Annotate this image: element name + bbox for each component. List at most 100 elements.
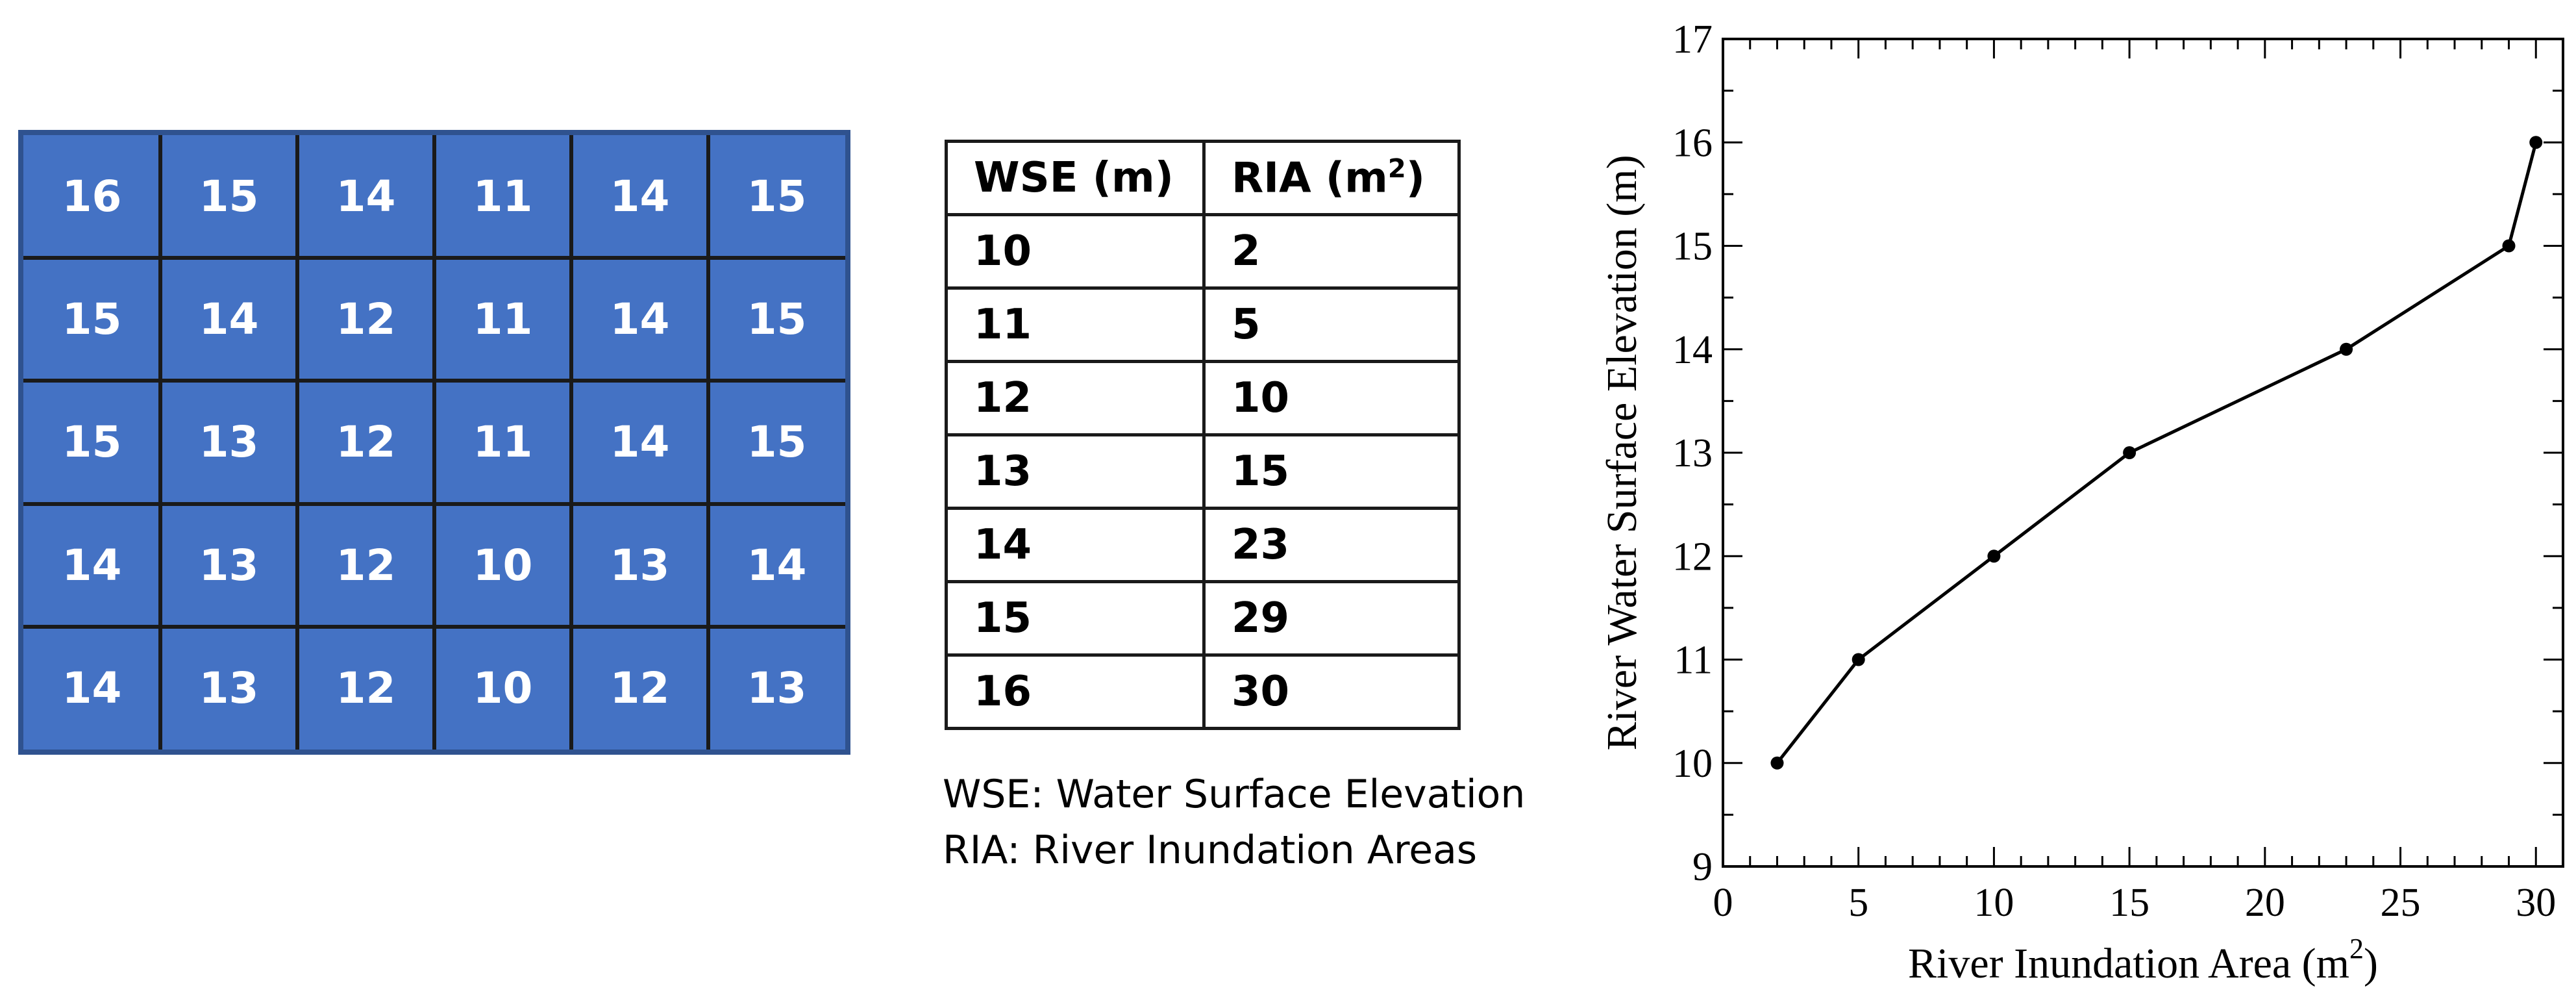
grid-line-vertical	[432, 135, 436, 750]
y-tick-label: 16	[1672, 121, 1713, 165]
y-tick-label: 14	[1672, 328, 1713, 372]
grid-cell: 15	[62, 294, 122, 345]
x-tick-label: 30	[2516, 881, 2556, 925]
table-row: 11 5	[945, 286, 1461, 363]
x-axis-label: River Inundation Area (m2)	[1908, 933, 2378, 987]
elevation-area-chart: 0 5 10 15 20 25 30 9 10 11 12 13 14 15 16 17 River Wate…	[1598, 18, 2564, 987]
grid-line-horizontal	[23, 379, 845, 383]
x-tick-label: 25	[2381, 881, 2421, 925]
series-line	[1776, 142, 2538, 764]
grid-cell: 13	[199, 540, 259, 590]
grid-cell: 15	[747, 171, 807, 222]
table-row: 13 15	[945, 433, 1461, 510]
grid-cell: 10	[473, 540, 533, 590]
grid-cell: 11	[473, 171, 533, 222]
grid-cell: 10	[473, 663, 533, 713]
y-tick-label: 13	[1672, 431, 1713, 475]
chart-ticks: 0 5 10 15 20 25 30 9 10 11 12 13 14 15 16 17	[1672, 18, 2564, 925]
data-point	[2502, 239, 2516, 253]
grid-cell: 13	[610, 540, 670, 590]
grid-cell: 14	[199, 294, 259, 345]
grid-cell: 16	[62, 171, 122, 222]
header-ria-sup: 2	[1387, 153, 1406, 184]
wse-ria-table: WSE (m) RIA (m2) 10 2 11 5 12 10 13 15 14 23 15 29 1…	[945, 140, 1461, 730]
legend-wse: WSE: Water Surface Elevation	[943, 772, 1526, 817]
grid-line-vertical	[569, 135, 573, 750]
table-body: 10 2 11 5 12 10 13 15 14 23 15 29 16 30	[945, 213, 1461, 730]
grid-cell: 13	[199, 663, 259, 713]
grid-cell: 12	[610, 663, 670, 713]
cell-ria: 23	[1202, 507, 1461, 583]
grid-cell: 14	[62, 540, 122, 590]
grid-line-horizontal	[23, 624, 845, 629]
cell-ria: 15	[1202, 433, 1461, 510]
series-points	[1770, 136, 2543, 770]
table-row: 10 2	[945, 213, 1461, 290]
cell-ria: 29	[1202, 580, 1461, 657]
grid-line-vertical	[158, 135, 162, 750]
x-tick-label: 10	[1974, 881, 2014, 925]
grid-line-vertical	[706, 135, 710, 750]
grid-cell: 13	[199, 417, 259, 468]
y-tick-label: 17	[1672, 18, 1713, 62]
grid-cell: 15	[747, 294, 807, 345]
cell-wse: 13	[945, 433, 1206, 510]
header-ria-close: )	[1406, 154, 1425, 203]
grid-cell: 15	[747, 417, 807, 468]
grid-cell: 14	[747, 540, 807, 590]
grid-cell: 11	[473, 417, 533, 468]
table-row: 12 10	[945, 360, 1461, 436]
grid-cell: 15	[199, 171, 259, 222]
grid-cell: 12	[336, 417, 396, 468]
cell-ria: 2	[1202, 213, 1461, 290]
grid-cell: 14	[336, 171, 396, 222]
grid-cell: 14	[62, 663, 122, 713]
grid-cell: 12	[336, 294, 396, 345]
grid-cell: 14	[610, 417, 670, 468]
cell-wse: 15	[945, 580, 1206, 657]
header-ria: RIA (m2)	[1202, 140, 1461, 216]
data-point	[1852, 653, 1865, 666]
grid-cell: 13	[747, 663, 807, 713]
cell-ria: 5	[1202, 286, 1461, 363]
cell-wse: 10	[945, 213, 1206, 290]
grid-line-horizontal	[23, 256, 845, 260]
cell-wse: 11	[945, 286, 1206, 363]
data-point	[1770, 756, 1784, 770]
grid-cell: 14	[610, 171, 670, 222]
grid-line-vertical	[295, 135, 299, 750]
table-row: 16 30	[945, 653, 1461, 730]
x-tick-label: 0	[1713, 881, 1733, 925]
y-tick-label: 11	[1674, 638, 1713, 683]
x-axis-label-text: River Inundation Area (m	[1908, 940, 2349, 987]
table-row: 15 29	[945, 580, 1461, 657]
x-tick-label: 15	[2109, 881, 2149, 925]
grid-cell: 12	[336, 663, 396, 713]
abbreviation-legend: WSE: Water Surface Elevation RIA: River …	[943, 766, 1525, 878]
header-ria-label: RIA (m	[1232, 154, 1388, 203]
x-axis-label-close: )	[2364, 940, 2378, 987]
x-tick-label: 5	[1848, 881, 1868, 925]
grid-line-horizontal	[23, 501, 845, 506]
cell-wse: 14	[945, 507, 1206, 583]
x-tick-label: 20	[2245, 881, 2285, 925]
legend-ria: RIA: River Inundation Areas	[943, 827, 1478, 873]
cell-ria: 30	[1202, 653, 1461, 730]
y-tick-label: 12	[1672, 535, 1713, 579]
data-point	[2123, 446, 2136, 459]
table-header-row: WSE (m) RIA (m2)	[945, 140, 1461, 216]
cell-wse: 12	[945, 360, 1206, 436]
x-axis-label-sup: 2	[2349, 933, 2364, 965]
cell-ria: 10	[1202, 360, 1461, 436]
plot-frame	[1722, 38, 2564, 868]
cell-wse: 16	[945, 653, 1206, 730]
header-wse: WSE (m)	[945, 140, 1206, 216]
data-point	[1987, 549, 2001, 563]
y-axis-label: River Water Surface Elevation (m)	[1598, 155, 1646, 750]
y-tick-label: 10	[1672, 742, 1713, 786]
table-row: 14 23	[945, 507, 1461, 583]
grid-cell: 11	[473, 294, 533, 345]
data-point	[2340, 342, 2353, 356]
grid-cell: 12	[336, 540, 396, 590]
grid-cell: 15	[62, 417, 122, 468]
